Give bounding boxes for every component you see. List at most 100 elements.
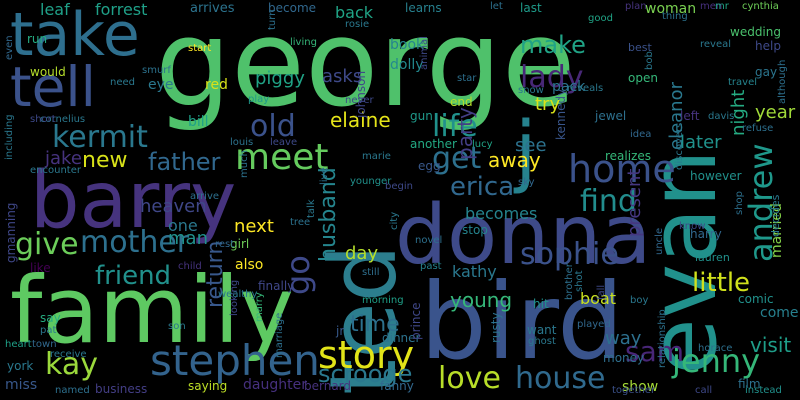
cloud-word: mr (715, 1, 729, 12)
cloud-word: york (7, 359, 34, 373)
cloud-word: boy (630, 295, 649, 306)
cloud-word: ghost (528, 336, 556, 347)
cloud-word: harry (690, 227, 722, 241)
cloud-word: smurf (142, 65, 171, 76)
cloud-word: business (95, 382, 148, 396)
cloud-word: bill (188, 114, 209, 130)
cloud-word: jr (336, 324, 345, 338)
cloud-word: pat (40, 325, 57, 336)
cloud-word: leaf (40, 0, 70, 19)
cloud-word: prince (409, 302, 423, 340)
cloud-word: cornelius (40, 114, 86, 125)
cloud-word: george (155, 0, 576, 134)
cloud-word: erica (450, 172, 515, 202)
cloud-word: life (432, 109, 478, 144)
cloud-word: named (55, 385, 90, 396)
cloud-word: boat (580, 289, 617, 308)
cloud-word: eye (148, 77, 174, 93)
cloud-word: bernard (304, 379, 352, 393)
cloud-word: hit (533, 297, 549, 311)
cloud-word: rusty (489, 312, 503, 343)
cloud-word: stephen (150, 336, 320, 385)
cloud-word: shop (734, 190, 745, 215)
cloud-word: barry (30, 156, 237, 246)
cloud-word: receive (50, 349, 87, 360)
cloud-word: younger (350, 176, 392, 187)
cloud-word: sam (625, 335, 685, 368)
cloud-word: talk (306, 199, 317, 218)
cloud-word: asks (322, 66, 363, 87)
cloud-word: kay (45, 347, 98, 382)
cloud-word: miss (5, 377, 38, 393)
cloud-word: father (148, 148, 221, 176)
cloud-word: book (390, 37, 425, 53)
cloud-word: j (515, 106, 537, 196)
cloud-word: help (755, 39, 781, 53)
cloud-word: left (680, 109, 700, 123)
cloud-word: another (410, 137, 457, 151)
cloud-word: however (690, 169, 742, 183)
cloud-word: relationship (657, 309, 668, 368)
cloud-word: marie (362, 151, 391, 162)
cloud-word: best (628, 41, 652, 54)
cloud-word: last (520, 1, 542, 15)
cloud-word: meet (235, 137, 329, 178)
cloud-word: away (488, 148, 541, 172)
cloud-word: past (420, 261, 442, 272)
cloud-word: man (168, 228, 208, 249)
cloud-word: forrest (95, 0, 148, 19)
cloud-word: leave (270, 137, 298, 148)
cloud-word: say (40, 311, 61, 325)
cloud-word: next (234, 216, 274, 237)
cloud-word: stop (462, 223, 488, 237)
cloud-word: encounter (30, 165, 81, 176)
cloud-word: young (450, 288, 513, 312)
cloud-word: give (15, 227, 79, 262)
cloud-word: instead (745, 385, 782, 396)
cloud-word: sophie (520, 237, 619, 272)
cloud-word: bird (420, 261, 624, 383)
cloud-word: pack (552, 79, 586, 95)
cloud-word: cynthia (742, 1, 779, 12)
cloud-word: house (515, 361, 606, 396)
cloud-word: elaine (330, 108, 391, 132)
cloud-word: fanny (380, 379, 414, 393)
cloud-word: way (605, 328, 642, 349)
cloud-word: daughter (243, 377, 307, 393)
cloud-word: like (30, 261, 51, 275)
cloud-word: arrive (190, 191, 220, 202)
cloud-word: jewel (595, 109, 627, 123)
cloud-word: marriage (274, 312, 285, 358)
cloud-word: donna (395, 188, 652, 283)
cloud-word: fall (596, 284, 607, 300)
cloud-word: come (760, 305, 799, 321)
cloud-word: present (624, 168, 645, 237)
cloud-word: kathy (452, 262, 497, 281)
cloud-word: wedding (730, 25, 781, 39)
cloud-word: start (188, 43, 212, 54)
cloud-word: call (695, 385, 713, 396)
cloud-word: decides (769, 194, 782, 237)
cloud-word: novel (415, 235, 443, 246)
cloud-word: need (110, 77, 135, 88)
cloud-word: short (30, 114, 56, 125)
cloud-word: lauren (695, 251, 730, 264)
cloud-word: time (350, 312, 400, 337)
cloud-word: heart (5, 339, 32, 350)
cloud-word: begin (385, 181, 413, 192)
cloud-word: show (622, 379, 659, 395)
cloud-word: reveal (700, 39, 732, 50)
cloud-word: wealthy (218, 289, 258, 300)
cloud-word: played (577, 319, 611, 330)
cloud-word: reveals (567, 83, 604, 94)
cloud-word: gun (410, 109, 433, 123)
cloud-word: girl (230, 237, 250, 251)
cloud-word: gmanning (4, 202, 18, 263)
cloud-word: much (239, 150, 250, 178)
cloud-word: city (389, 211, 400, 230)
cloud-word: woman (645, 1, 697, 17)
cloud-word: animal (419, 36, 430, 70)
cloud-word: year (755, 102, 796, 123)
cloud-word: old (250, 109, 296, 144)
